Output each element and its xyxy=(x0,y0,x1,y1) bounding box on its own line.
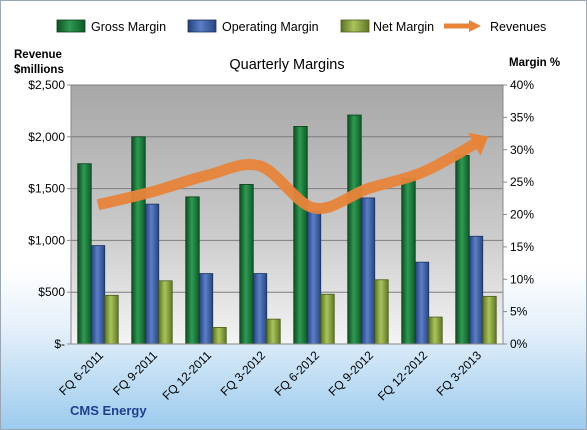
revenues-line xyxy=(96,138,479,215)
x-tick-label: FQ 6-2011 xyxy=(56,348,106,398)
x-tick-label: FQ 12-2011 xyxy=(160,348,215,403)
x-axis-ticks: FQ 6-2011 FQ 9-2011 FQ 12-2011 FQ 3-2012 FQ … xyxy=(56,348,484,403)
bar-gross-margin xyxy=(77,163,92,345)
right-tick-label: 0% xyxy=(510,337,528,351)
right-tick-label: 25% xyxy=(510,175,534,189)
left-axis-ticks: $- $500 $1,000 $1,500 $2,000 $2,500 xyxy=(28,78,71,351)
right-tick-label: 10% xyxy=(510,272,534,286)
legend-label-revenues: Revenues xyxy=(490,20,546,34)
right-tick-label: 40% xyxy=(510,78,534,92)
right-tick-label: 5% xyxy=(510,305,528,319)
legend-swatch-gross-margin xyxy=(56,19,86,33)
legend-label-gross-margin: Gross Margin xyxy=(91,20,166,34)
legend-swatch-net-margin xyxy=(340,19,370,33)
bar-gross-margin xyxy=(347,114,362,345)
right-tick-label: 20% xyxy=(510,208,534,222)
bar-net-margin xyxy=(320,293,335,345)
chart-title: Quarterly Margins xyxy=(229,57,344,73)
left-tick-label: $1,500 xyxy=(28,182,65,196)
right-tick-label: 35% xyxy=(510,110,534,124)
bar-net-margin xyxy=(158,280,173,345)
bar-operating-margin xyxy=(198,273,214,345)
bar-net-margin xyxy=(212,327,227,345)
bar-gross-margin xyxy=(131,136,146,345)
bar-operating-margin xyxy=(144,203,160,345)
x-tick-label: FQ 9-2012 xyxy=(326,348,377,399)
x-tick-label: FQ 3-2013 xyxy=(434,348,485,399)
legend-label-net-margin: Net Margin xyxy=(373,20,434,34)
bar-net-margin xyxy=(482,295,497,345)
bar-operating-margin xyxy=(360,197,376,345)
right-tick-label: 15% xyxy=(510,240,534,254)
bar-gross-margin xyxy=(455,155,470,345)
legend: Gross Margin Operating Margin Net Margin… xyxy=(56,19,546,34)
x-tick-label: FQ 3-2012 xyxy=(218,348,269,399)
bar-operating-margin xyxy=(414,261,430,345)
right-tick-label: 30% xyxy=(510,143,534,157)
bar-operating-margin xyxy=(90,245,106,345)
x-tick-label: FQ 12-2012 xyxy=(375,348,430,403)
bar-operating-margin xyxy=(252,273,268,345)
right-axis-ticks: 0% 5% 10% 15% 20% 25% 30% 35% 40% xyxy=(503,78,534,351)
x-tick-label: FQ 9-2011 xyxy=(110,348,160,398)
company-name: CMS Energy xyxy=(70,403,147,418)
bar-operating-margin xyxy=(306,210,322,345)
legend-label-operating-margin: Operating Margin xyxy=(222,20,319,34)
bar-gross-margin xyxy=(239,184,254,345)
bar-gross-margin xyxy=(401,177,416,345)
left-tick-label: $2,000 xyxy=(28,130,65,144)
left-axis-label-line2: $millions xyxy=(14,64,64,76)
bar-operating-margin xyxy=(468,235,484,345)
left-tick-label: $2,500 xyxy=(28,78,65,92)
bar-gross-margin xyxy=(293,126,308,345)
bar-net-margin xyxy=(104,294,119,345)
x-tick-label: FQ 6-2012 xyxy=(272,348,323,399)
bar-gross-margin xyxy=(185,196,200,345)
bar-net-margin xyxy=(374,279,389,345)
left-tick-label: $500 xyxy=(38,285,65,299)
bar-net-margin xyxy=(428,316,443,345)
revenues-arrowhead xyxy=(468,132,489,156)
legend-swatch-operating-margin xyxy=(187,19,217,33)
revenues-line-series xyxy=(96,132,489,215)
bar-net-margin xyxy=(266,318,281,345)
right-axis-label: Margin % xyxy=(509,57,560,69)
legend-swatch-revenues xyxy=(444,20,481,32)
left-axis-label-line1: Revenue xyxy=(14,49,62,61)
left-tick-label: $1,000 xyxy=(28,233,65,247)
left-tick-label: $- xyxy=(54,337,65,351)
